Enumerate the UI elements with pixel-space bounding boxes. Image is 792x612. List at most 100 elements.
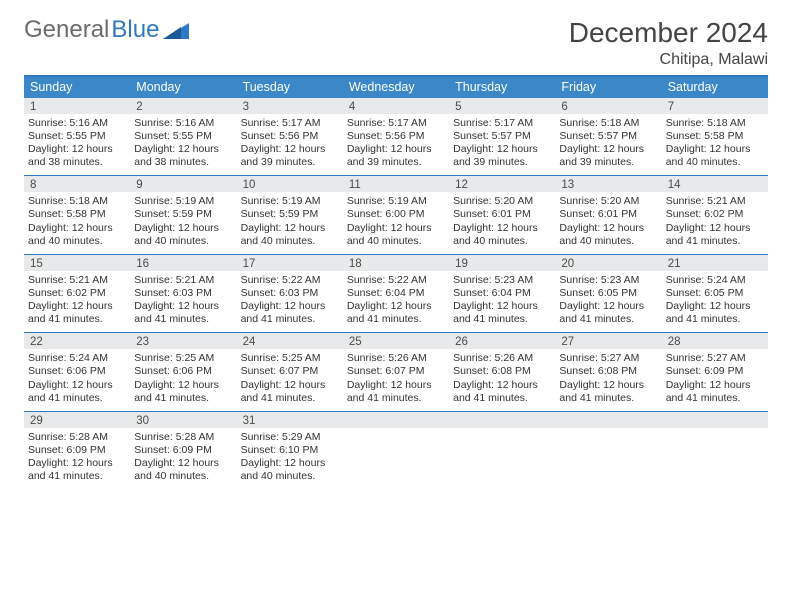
day-cell	[343, 412, 449, 490]
daylight-line: Daylight: 12 hours and 40 minutes.	[241, 222, 339, 248]
sunrise-line: Sunrise: 5:29 AM	[241, 431, 339, 444]
day-number: 31	[237, 412, 343, 428]
weeks-container: 1Sunrise: 5:16 AMSunset: 5:55 PMDaylight…	[24, 98, 768, 490]
day-number: 22	[24, 333, 130, 349]
title-block: December 2024 Chitipa, Malawi	[569, 18, 768, 69]
logo-triangle-icon	[163, 21, 189, 39]
brand-logo: GeneralBlue	[24, 18, 189, 42]
sunrise-line: Sunrise: 5:22 AM	[241, 274, 339, 287]
sunset-line: Sunset: 5:55 PM	[134, 130, 232, 143]
day-number: 24	[237, 333, 343, 349]
weekday-cell: Tuesday	[237, 77, 343, 98]
day-cell: 11Sunrise: 5:19 AMSunset: 6:00 PMDayligh…	[343, 176, 449, 254]
day-cell: 7Sunrise: 5:18 AMSunset: 5:58 PMDaylight…	[662, 98, 768, 176]
sunrise-line: Sunrise: 5:16 AM	[134, 117, 232, 130]
day-details: Sunrise: 5:22 AMSunset: 6:03 PMDaylight:…	[241, 274, 339, 327]
day-cell: 25Sunrise: 5:26 AMSunset: 6:07 PMDayligh…	[343, 333, 449, 411]
sunset-line: Sunset: 6:05 PM	[666, 287, 764, 300]
day-details: Sunrise: 5:24 AMSunset: 6:06 PMDaylight:…	[28, 352, 126, 405]
daylight-line: Daylight: 12 hours and 40 minutes.	[134, 457, 232, 483]
day-number: 20	[555, 255, 661, 271]
daylight-line: Daylight: 12 hours and 40 minutes.	[28, 222, 126, 248]
week-row: 15Sunrise: 5:21 AMSunset: 6:02 PMDayligh…	[24, 255, 768, 334]
day-details: Sunrise: 5:26 AMSunset: 6:07 PMDaylight:…	[347, 352, 445, 405]
weekday-header-row: SundayMondayTuesdayWednesdayThursdayFrid…	[24, 77, 768, 98]
day-details: Sunrise: 5:19 AMSunset: 5:59 PMDaylight:…	[134, 195, 232, 248]
sunset-line: Sunset: 5:56 PM	[347, 130, 445, 143]
day-cell: 24Sunrise: 5:25 AMSunset: 6:07 PMDayligh…	[237, 333, 343, 411]
sunrise-line: Sunrise: 5:23 AM	[559, 274, 657, 287]
day-details: Sunrise: 5:28 AMSunset: 6:09 PMDaylight:…	[28, 431, 126, 484]
day-cell: 13Sunrise: 5:20 AMSunset: 6:01 PMDayligh…	[555, 176, 661, 254]
week-row: 8 Sunrise: 5:18 AMSunset: 5:58 PMDaylight…	[24, 176, 768, 255]
calendar: SundayMondayTuesdayWednesdayThursdayFrid…	[24, 75, 768, 490]
day-cell: 20Sunrise: 5:23 AMSunset: 6:05 PMDayligh…	[555, 255, 661, 333]
sunrise-line: Sunrise: 5:23 AM	[453, 274, 551, 287]
month-title: December 2024	[569, 18, 768, 49]
daylight-line: Daylight: 12 hours and 41 minutes.	[559, 379, 657, 405]
sunset-line: Sunset: 5:57 PM	[559, 130, 657, 143]
sunset-line: Sunset: 6:04 PM	[453, 287, 551, 300]
sunset-line: Sunset: 6:04 PM	[347, 287, 445, 300]
sunrise-line: Sunrise: 5:18 AM	[666, 117, 764, 130]
sunset-line: Sunset: 6:01 PM	[453, 208, 551, 221]
day-details: Sunrise: 5:18 AMSunset: 5:58 PMDaylight:…	[28, 195, 126, 248]
daylight-line: Daylight: 12 hours and 41 minutes.	[28, 457, 126, 483]
week-row: 22 Sunrise: 5:24 AMSunset: 6:06 PMDayligh…	[24, 333, 768, 412]
sunrise-line: Sunrise: 5:20 AM	[559, 195, 657, 208]
weekday-cell: Friday	[555, 77, 661, 98]
daylight-line: Daylight: 12 hours and 41 minutes.	[134, 300, 232, 326]
day-details: Sunrise: 5:21 AMSunset: 6:03 PMDaylight:…	[134, 274, 232, 327]
day-details: Sunrise: 5:19 AMSunset: 6:00 PMDaylight:…	[347, 195, 445, 248]
sunset-line: Sunset: 6:10 PM	[241, 444, 339, 457]
day-details: Sunrise: 5:16 AMSunset: 5:55 PMDaylight:…	[28, 117, 126, 170]
day-cell: 3Sunrise: 5:17 AMSunset: 5:56 PMDaylight…	[237, 98, 343, 176]
daylight-line: Daylight: 12 hours and 41 minutes.	[241, 300, 339, 326]
day-number: 8	[24, 176, 130, 192]
day-details: Sunrise: 5:28 AMSunset: 6:09 PMDaylight:…	[134, 431, 232, 484]
day-cell: 18Sunrise: 5:22 AMSunset: 6:04 PMDayligh…	[343, 255, 449, 333]
sunrise-line: Sunrise: 5:18 AM	[28, 195, 126, 208]
day-number: 16	[130, 255, 236, 271]
daylight-line: Daylight: 12 hours and 40 minutes.	[241, 457, 339, 483]
day-cell	[555, 412, 661, 490]
sunrise-line: Sunrise: 5:19 AM	[241, 195, 339, 208]
day-cell: 10Sunrise: 5:19 AMSunset: 5:59 PMDayligh…	[237, 176, 343, 254]
sunrise-line: Sunrise: 5:27 AM	[559, 352, 657, 365]
day-cell: 21Sunrise: 5:24 AMSunset: 6:05 PMDayligh…	[662, 255, 768, 333]
day-details: Sunrise: 5:25 AMSunset: 6:06 PMDaylight:…	[134, 352, 232, 405]
sunrise-line: Sunrise: 5:19 AM	[134, 195, 232, 208]
day-number	[662, 412, 768, 428]
day-details: Sunrise: 5:27 AMSunset: 6:08 PMDaylight:…	[559, 352, 657, 405]
sunrise-line: Sunrise: 5:19 AM	[347, 195, 445, 208]
day-number: 3	[237, 98, 343, 114]
day-number: 14	[662, 176, 768, 192]
day-cell: 4Sunrise: 5:17 AMSunset: 5:56 PMDaylight…	[343, 98, 449, 176]
day-details: Sunrise: 5:23 AMSunset: 6:04 PMDaylight:…	[453, 274, 551, 327]
day-number: 30	[130, 412, 236, 428]
day-cell: 1Sunrise: 5:16 AMSunset: 5:55 PMDaylight…	[24, 98, 130, 176]
day-number: 27	[555, 333, 661, 349]
sunset-line: Sunset: 6:02 PM	[666, 208, 764, 221]
day-number: 13	[555, 176, 661, 192]
sunset-line: Sunset: 6:07 PM	[347, 365, 445, 378]
sunrise-line: Sunrise: 5:20 AM	[453, 195, 551, 208]
day-cell: 2Sunrise: 5:16 AMSunset: 5:55 PMDaylight…	[130, 98, 236, 176]
sunset-line: Sunset: 6:03 PM	[134, 287, 232, 300]
day-cell: 14Sunrise: 5:21 AMSunset: 6:02 PMDayligh…	[662, 176, 768, 254]
day-cell: 15Sunrise: 5:21 AMSunset: 6:02 PMDayligh…	[24, 255, 130, 333]
week-row: 29Sunrise: 5:28 AMSunset: 6:09 PMDayligh…	[24, 412, 768, 490]
day-cell: 30 Sunrise: 5:28 AMSunset: 6:09 PMDayligh…	[130, 412, 236, 490]
sunset-line: Sunset: 5:56 PM	[241, 130, 339, 143]
day-details: Sunrise: 5:18 AMSunset: 5:58 PMDaylight:…	[666, 117, 764, 170]
brand-part2: Blue	[111, 18, 159, 42]
day-details: Sunrise: 5:20 AMSunset: 6:01 PMDaylight:…	[453, 195, 551, 248]
daylight-line: Daylight: 12 hours and 39 minutes.	[559, 143, 657, 169]
weekday-cell: Thursday	[449, 77, 555, 98]
day-cell: 16 Sunrise: 5:21 AMSunset: 6:03 PMDayligh…	[130, 255, 236, 333]
sunset-line: Sunset: 5:57 PM	[453, 130, 551, 143]
sunrise-line: Sunrise: 5:16 AM	[28, 117, 126, 130]
day-number: 9	[130, 176, 236, 192]
day-number: 23	[130, 333, 236, 349]
day-details: Sunrise: 5:17 AMSunset: 5:56 PMDaylight:…	[347, 117, 445, 170]
